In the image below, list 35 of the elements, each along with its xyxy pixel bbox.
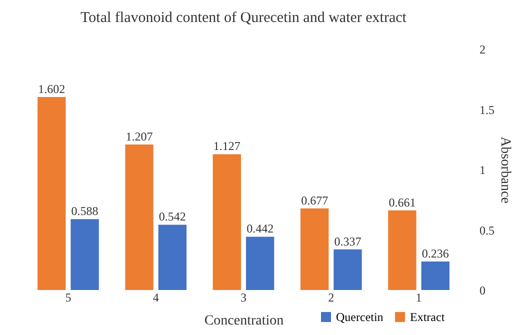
- x-tick-label: 1: [416, 290, 422, 304]
- y-axis-title: Absorbance: [498, 136, 512, 204]
- y-tick-label: 1: [480, 163, 486, 177]
- data-label: 0.588: [71, 204, 98, 218]
- bar: [300, 208, 329, 290]
- bar: [70, 219, 99, 290]
- bar: [212, 154, 242, 290]
- bar: [388, 210, 416, 290]
- data-label: 0.337: [334, 234, 362, 248]
- data-label: 0.677: [301, 193, 328, 208]
- y-tick-label: 1.5: [480, 102, 494, 117]
- legend-label: Extract: [410, 310, 446, 324]
- x-tick-label: 2: [328, 290, 334, 304]
- bar: [246, 236, 274, 290]
- bar: [125, 144, 154, 290]
- bar: [38, 96, 66, 290]
- data-label: 0.442: [246, 222, 274, 236]
- bar: [421, 262, 450, 290]
- data-label: 1.127: [213, 139, 240, 154]
- bar: [334, 249, 362, 290]
- bar: [158, 224, 187, 290]
- x-tick-label: 5: [65, 290, 72, 304]
- data-label: 0.542: [158, 210, 186, 224]
- legend-label: Quercetin: [336, 310, 384, 324]
- data-label: 0.661: [388, 195, 416, 210]
- x-tick-label: 4: [152, 290, 159, 304]
- x-tick-label: 3: [240, 290, 246, 304]
- data-label: 1.207: [126, 130, 153, 144]
- y-tick-label: 0: [480, 284, 486, 298]
- y-tick-label: 0.5: [480, 223, 494, 238]
- data-label: 0.236: [422, 246, 449, 261]
- y-tick-label: 2: [480, 42, 486, 56]
- data-label: 1.602: [38, 82, 66, 96]
- chart-title: Total flavonoid content of Qurecetin and water extract: [80, 10, 408, 26]
- x-axis-title: Concentration: [204, 314, 284, 328]
